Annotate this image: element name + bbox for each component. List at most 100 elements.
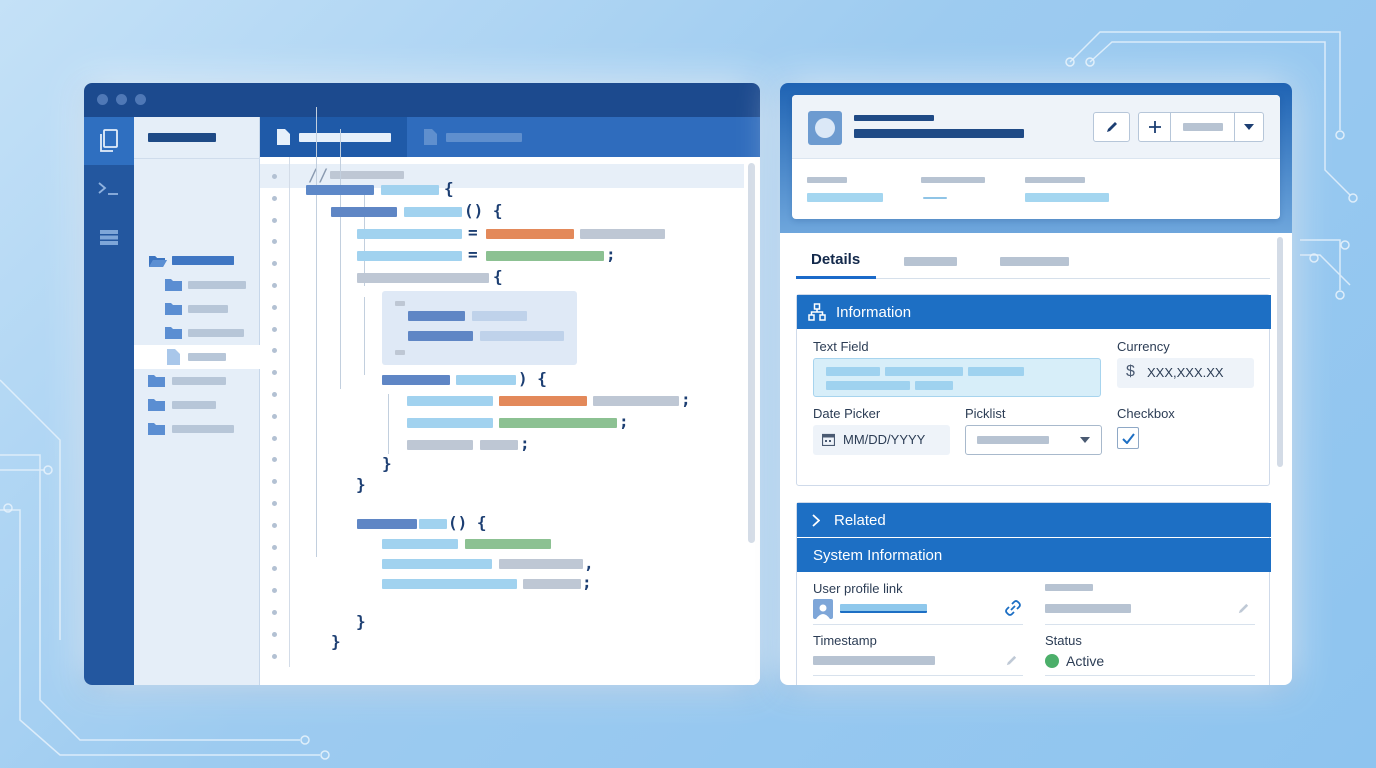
checkbox-input[interactable] (1117, 427, 1139, 449)
terminal-activity-button[interactable] (84, 165, 134, 213)
date-picker-input[interactable]: MM/DD/YYYY (813, 425, 950, 455)
gutter-dot (272, 392, 277, 397)
code-token (357, 519, 417, 529)
explorer-header (134, 117, 260, 159)
check-icon (1121, 432, 1135, 444)
tab-details[interactable]: Details (811, 251, 861, 268)
tree-row-root-folder[interactable] (134, 250, 260, 272)
edit-button[interactable] (1093, 112, 1130, 142)
code-token (357, 273, 489, 283)
status-value: Active (1066, 653, 1105, 669)
gutter-dot (272, 217, 277, 223)
currency-input[interactable]: $ XXX,XXX.XX (1117, 358, 1254, 388)
editor-tab-active[interactable] (260, 117, 407, 157)
chevron-down-icon (1080, 437, 1090, 443)
picklist-select[interactable] (965, 425, 1102, 455)
panel-scrollbar[interactable] (1277, 237, 1283, 467)
files-icon (100, 129, 118, 152)
record-detail-panel: Details Information Text Field Currency … (780, 83, 1292, 685)
related-section-title: Related (834, 511, 886, 529)
tree-row-folder[interactable] (134, 322, 260, 344)
gutter-dot (272, 522, 277, 528)
code-token (465, 539, 551, 549)
user-icon (813, 599, 833, 619)
code-token (407, 418, 493, 428)
gutter-dot (272, 239, 277, 245)
code-token (456, 375, 516, 385)
text-field-input[interactable] (813, 358, 1101, 397)
code-token (407, 440, 473, 450)
gutter-dot (272, 370, 277, 376)
code-hover-popup (382, 291, 577, 365)
explorer-activity-button[interactable] (84, 117, 134, 165)
tree-row-folder[interactable] (134, 298, 260, 320)
code-token (499, 559, 583, 569)
more-actions-dropdown[interactable] (1235, 113, 1263, 141)
code-token (382, 375, 450, 385)
timestamp-value (813, 656, 935, 665)
system-information-section-header[interactable]: System Information (797, 538, 1271, 572)
status-label: Status (1045, 633, 1082, 648)
file-icon (424, 129, 437, 145)
tree-row-folder[interactable] (134, 418, 260, 440)
information-section-header[interactable]: Information (797, 295, 1271, 329)
folder-icon (148, 375, 165, 387)
activity-bar (84, 117, 134, 685)
code-token (382, 539, 458, 549)
checkbox-label: Checkbox (1117, 406, 1175, 421)
code-token (499, 396, 587, 406)
pencil-icon[interactable] (1237, 602, 1250, 615)
folder-icon (148, 423, 165, 435)
database-activity-button[interactable] (84, 213, 134, 261)
plus-icon (1148, 121, 1161, 133)
gutter-dot (272, 174, 277, 179)
record-tabs: Details (796, 243, 1270, 279)
dollar-icon: $ (1126, 363, 1135, 380)
window-control-minimize[interactable] (116, 94, 127, 105)
tab-related[interactable] (904, 257, 957, 266)
code-token (357, 229, 462, 239)
user-profile-link[interactable] (840, 604, 927, 613)
pencil-icon[interactable] (1005, 654, 1018, 667)
window-control-close[interactable] (97, 94, 108, 105)
code-token (480, 440, 518, 450)
tree-row-folder[interactable] (134, 394, 260, 416)
add-button[interactable] (1139, 113, 1171, 141)
code-token (486, 251, 604, 261)
file-icon (277, 129, 290, 145)
code-token (404, 207, 462, 217)
editor-scrollbar[interactable] (748, 163, 755, 543)
folder-icon (148, 399, 165, 411)
window-control-maximize[interactable] (135, 94, 146, 105)
terminal-icon (98, 182, 118, 195)
hierarchy-icon (808, 303, 826, 321)
currency-label: Currency (1117, 339, 1170, 354)
tab-activity[interactable] (1000, 257, 1069, 266)
folder-icon (165, 303, 182, 315)
gutter-dot (272, 631, 277, 637)
editor-tab[interactable] (407, 117, 557, 157)
tree-row-folder[interactable] (134, 274, 260, 296)
gutter-dot (272, 261, 277, 267)
folder-icon (165, 279, 182, 291)
action-button-group (1138, 112, 1264, 142)
code-token (306, 185, 374, 195)
code-token (407, 396, 493, 406)
gutter-dot (272, 653, 277, 659)
code-comment-marker: // (308, 166, 329, 186)
action-button[interactable] (1171, 113, 1235, 141)
picklist-label: Picklist (965, 406, 1006, 421)
gutter-dot (272, 326, 277, 332)
code-token (382, 579, 517, 589)
tree-row-file-selected[interactable] (134, 345, 260, 369)
link-icon[interactable] (1005, 600, 1021, 616)
code-token (486, 229, 574, 239)
chevron-right-icon (812, 513, 820, 527)
code-token (381, 185, 439, 195)
user-profile-link-label: User profile link (813, 581, 903, 596)
tree-row-folder[interactable] (134, 370, 260, 392)
code-editor-area[interactable]: // { () { = = ; { (260, 107, 760, 685)
related-section-header[interactable]: Related (797, 503, 1271, 537)
record-avatar (808, 111, 842, 145)
